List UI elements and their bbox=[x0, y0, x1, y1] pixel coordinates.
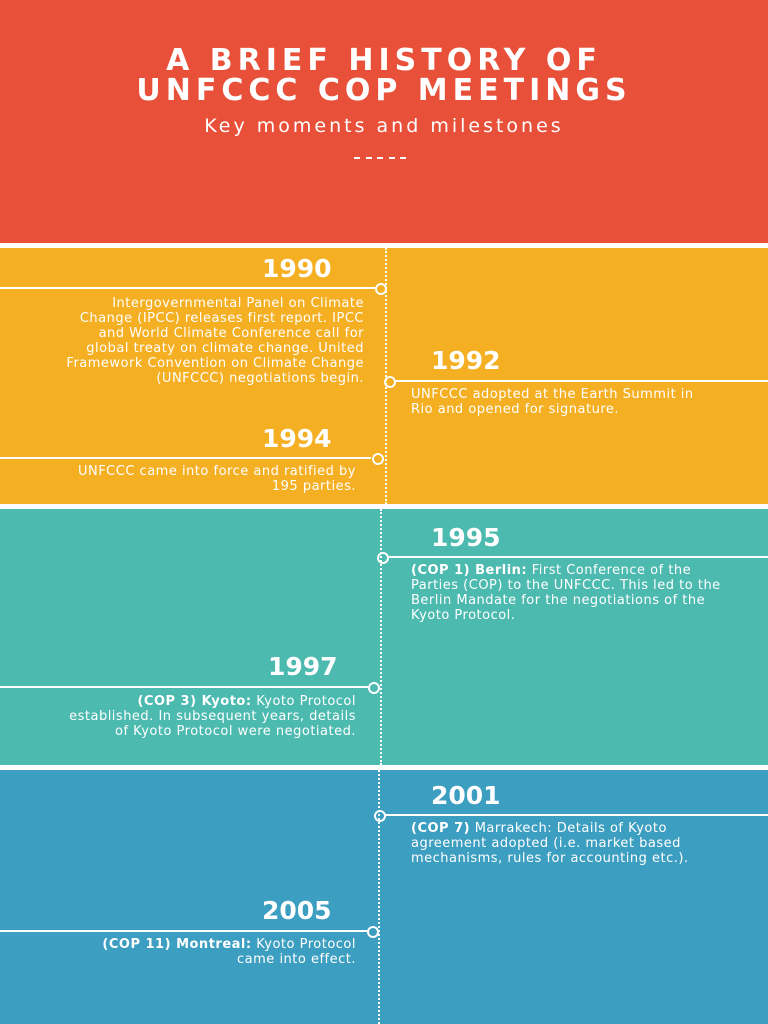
event-text-1994: UNFCCC came into force and ratified by 1… bbox=[77, 464, 356, 494]
event-label-1997: (COP 3) Kyoto: bbox=[137, 694, 252, 709]
timeline-marker-1990 bbox=[375, 283, 387, 295]
timeline-band-teal bbox=[0, 509, 768, 765]
event-label-1995: (COP 1) Berlin: bbox=[411, 563, 528, 578]
event-text-1992: UNFCCC adopted at the Earth Summit in Ri… bbox=[411, 387, 694, 417]
connector-2001 bbox=[385, 814, 768, 816]
timeline-marker-2005 bbox=[367, 926, 379, 938]
timeline-axis bbox=[378, 770, 380, 1024]
timeline-axis bbox=[380, 509, 382, 765]
event-body-2001: Marrakech: Details of Kyoto agreement ad… bbox=[411, 821, 689, 866]
event-label-2001: (COP 7) bbox=[411, 821, 471, 836]
connector-2005 bbox=[0, 930, 367, 932]
event-year-1990: 1990 bbox=[262, 254, 332, 283]
timeline-marker-1997 bbox=[368, 682, 380, 694]
event-year-1994: 1994 bbox=[262, 424, 332, 453]
event-text-2005: (COP 11) Montreal: Kyoto Protocol came i… bbox=[90, 937, 356, 967]
page-title-line-1: A BRIEF HISTORY OF bbox=[166, 43, 602, 78]
timeline-band-blue bbox=[0, 770, 768, 1024]
page-subtitle: Key moments and milestones bbox=[204, 115, 564, 137]
event-year-1997: 1997 bbox=[268, 652, 338, 681]
connector-1994 bbox=[0, 457, 371, 459]
band-separator bbox=[0, 504, 768, 509]
timeline-marker-1995 bbox=[377, 552, 389, 564]
event-year-1992: 1992 bbox=[431, 346, 501, 375]
header-banner: A BRIEF HISTORY OF UNFCCC COP MEETINGS K… bbox=[0, 0, 768, 243]
event-body-1995: First Conference of the Parties (COP) to… bbox=[411, 563, 721, 623]
connector-1997 bbox=[0, 686, 368, 688]
event-text-2001: (COP 7) Marrakech: Details of Kyoto agre… bbox=[411, 821, 711, 866]
event-text-1997: (COP 3) Kyoto: Kyoto Protocol establishe… bbox=[62, 694, 356, 739]
connector-1992 bbox=[396, 380, 768, 382]
event-label-2005: (COP 11) Montreal: bbox=[102, 937, 252, 952]
band-separator bbox=[0, 243, 768, 248]
event-text-1995: (COP 1) Berlin: First Conference of the … bbox=[411, 563, 721, 623]
event-year-2001: 2001 bbox=[431, 781, 501, 810]
page-title-line-2: UNFCCC COP MEETINGS bbox=[136, 73, 632, 108]
event-body-1997: Kyoto Protocol established. In subsequen… bbox=[69, 694, 356, 739]
event-year-2005: 2005 bbox=[262, 896, 332, 925]
band-separator bbox=[0, 765, 768, 770]
connector-1995 bbox=[389, 556, 768, 558]
connector-1990 bbox=[0, 287, 375, 289]
timeline-marker-1992 bbox=[384, 376, 396, 388]
timeline-marker-1994 bbox=[372, 453, 384, 465]
timeline-marker-2001 bbox=[374, 810, 386, 822]
event-body-2005: Kyoto Protocol came into effect. bbox=[237, 937, 356, 967]
event-text-1990: Intergovernmental Panel on Climate Chang… bbox=[66, 296, 364, 386]
event-year-1995: 1995 bbox=[431, 523, 501, 552]
dashed-divider bbox=[354, 157, 406, 159]
